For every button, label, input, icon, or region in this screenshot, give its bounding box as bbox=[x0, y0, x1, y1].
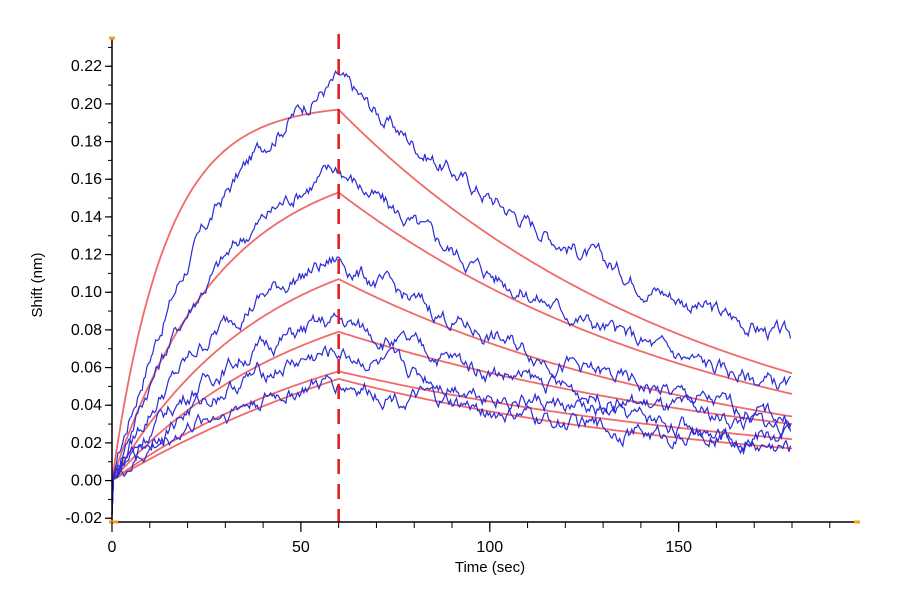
y-tick-label: 0.10 bbox=[71, 284, 102, 301]
y-tick-label: 0.22 bbox=[71, 58, 102, 75]
measured-curve-2 bbox=[111, 163, 791, 515]
y-tick-label: 0.20 bbox=[71, 96, 102, 113]
fit-curve-3 bbox=[111, 278, 793, 482]
y-tick-label: 0.00 bbox=[71, 473, 102, 490]
y-tick-label: 0.12 bbox=[71, 247, 102, 264]
measured-curve-1 bbox=[111, 70, 792, 515]
y-tick-label: 0.02 bbox=[71, 435, 102, 452]
x-tick-label: 100 bbox=[476, 539, 503, 556]
y-tick-label: 0.04 bbox=[71, 397, 102, 414]
y-tick-label: 0.08 bbox=[71, 322, 102, 339]
fit-curve-1 bbox=[111, 108, 793, 481]
y-tick-label: 0.16 bbox=[71, 171, 102, 188]
fit-curve-4 bbox=[111, 330, 793, 482]
x-tick-label: 0 bbox=[108, 539, 117, 556]
measured-curve-4 bbox=[111, 312, 791, 515]
measured-curve-6 bbox=[111, 374, 792, 515]
y-tick-label: 0.06 bbox=[71, 360, 102, 377]
y-tick-label: -0.02 bbox=[66, 510, 103, 527]
y-tick-label: 0.14 bbox=[71, 209, 102, 226]
axes-layer: -0.02 0.00 0.02 0.04 0.06 0.08 0.10 0.12 0.14 0.1… bbox=[66, 36, 860, 556]
curves-layer bbox=[111, 70, 793, 515]
measured-curve-5 bbox=[111, 344, 792, 515]
y-axis-title: Shift (nm) bbox=[29, 252, 46, 317]
measured-curve-3 bbox=[111, 255, 792, 515]
x-axis-title: Time (sec) bbox=[455, 559, 525, 576]
x-tick-label: 50 bbox=[292, 539, 310, 556]
fit-curve-2 bbox=[111, 191, 793, 481]
y-tick-label: 0.18 bbox=[71, 134, 102, 151]
x-tick-label: 150 bbox=[665, 539, 692, 556]
